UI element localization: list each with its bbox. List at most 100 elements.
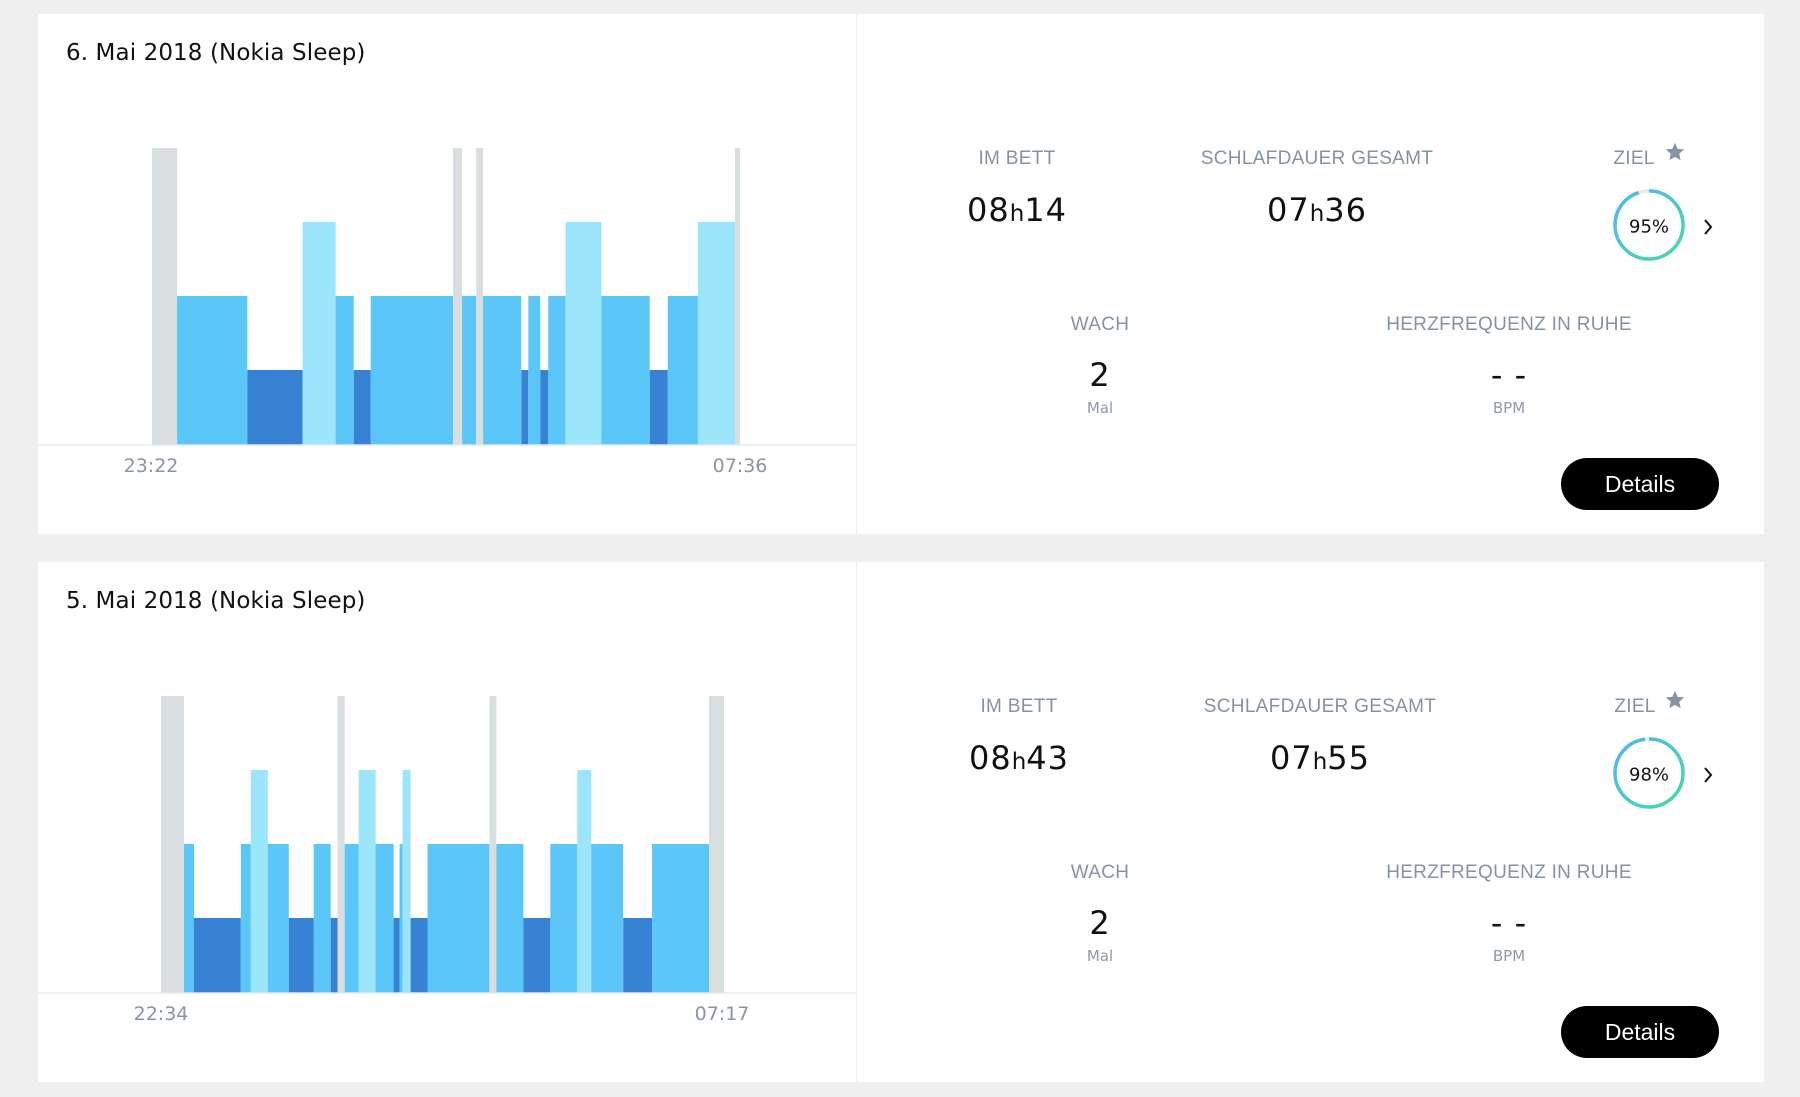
in-bed-hours: 08 [966, 191, 1010, 229]
start-time-label: 22:34 [134, 1003, 189, 1025]
sleep-stage-bar-deep [623, 918, 653, 993]
sleep-stage-bar-awake [489, 696, 497, 993]
sleep-card-title: 6. Mai 2018 (Nokia Sleep) [66, 40, 366, 66]
sleep-stage-bar-rem [697, 222, 735, 445]
goal-progress-ring[interactable] [1610, 734, 1688, 812]
sleep-hypnogram: 23:22 07:36 [38, 148, 856, 477]
in-bed-label: IM BETT [978, 148, 1056, 169]
start-time-label: 23:22 [124, 455, 179, 477]
in-bed-value: 08h43 [969, 739, 1069, 777]
total-sleep-minutes: 36 [1324, 191, 1368, 229]
resting-hr-label: HERZFREQUENZ IN RUHE [1386, 314, 1632, 335]
total-sleep-value: 07h55 [1270, 739, 1370, 777]
in-bed-value: 08h14 [967, 191, 1067, 229]
sleep-stage-bar-awake [337, 696, 345, 993]
sleep-stage-bar-deep [540, 370, 549, 445]
total-sleep-minutes: 55 [1327, 739, 1371, 777]
sleep-stage-bar-deep [523, 918, 551, 993]
goal-percent: 98% [1628, 764, 1670, 786]
total-sleep-value: 07h36 [1267, 191, 1367, 229]
end-time-label: 07:36 [713, 455, 768, 477]
sleep-stage-bar-light [399, 844, 403, 993]
sleep-stage-bar-awake [709, 696, 724, 993]
sleep-stage-bar-rem [358, 770, 376, 993]
in-bed-hours: 08 [968, 739, 1012, 777]
sleep-stage-bar-deep [353, 370, 371, 445]
sleep-stage-bar-deep [410, 918, 428, 993]
sleep-stage-bar-light [496, 844, 524, 993]
goal-percent: 95% [1628, 216, 1670, 238]
sleep-stage-bar-rem [565, 222, 602, 445]
sleep-stage-bar-light [267, 844, 289, 993]
sleep-stage-bar-light [667, 296, 698, 445]
sleep-card: 6. Mai 2018 (Nokia Sleep) 23:22 07:36 IM… [38, 14, 1764, 534]
sleep-stage-bar-light [652, 844, 709, 993]
awake-count: 2 [1089, 356, 1111, 394]
sleep-stage-bar-awake [735, 148, 740, 445]
awake-label: WACH [1070, 314, 1130, 335]
sleep-stage-bar-light [548, 296, 566, 445]
details-button[interactable]: Details [1561, 458, 1719, 510]
goal-progress-arc [1613, 737, 1685, 809]
sleep-stage-bar-rem [302, 222, 336, 445]
hour-separator: h [1009, 201, 1025, 227]
sleep-stage-bar-deep [247, 370, 303, 445]
sleep-stage-bar-deep [288, 918, 314, 993]
sleep-stage-bar-deep [330, 918, 338, 993]
sleep-stage-bar-light [177, 296, 248, 445]
in-bed-minutes: 14 [1024, 191, 1068, 229]
total-sleep-label: SCHLAFDAUER GESAMT [1200, 148, 1434, 169]
sleep-stage-bar-light [462, 296, 477, 445]
sleep-stage-bar-deep [193, 918, 241, 993]
details-button[interactable]: Details [1561, 1006, 1719, 1058]
in-bed-minutes: 43 [1026, 739, 1070, 777]
sleep-stage-bar-light [550, 844, 578, 993]
hour-separator: h [1309, 201, 1325, 227]
chevron-right-icon[interactable] [1700, 765, 1716, 785]
sleep-stage-bar-rem [402, 770, 411, 993]
hour-separator: h [1011, 749, 1027, 775]
resting-hr-label: HERZFREQUENZ IN RUHE [1386, 862, 1632, 883]
sleep-stage-bar-awake [152, 148, 178, 445]
sleep-stage-bar-light [427, 844, 490, 993]
awake-label: WACH [1070, 862, 1130, 883]
sleep-chart-panel: 5. Mai 2018 (Nokia Sleep) 22:34 07:17 [38, 562, 857, 1082]
sleep-stage-bar-light [370, 296, 453, 445]
resting-hr-unit: BPM [1492, 947, 1526, 965]
sleep-chart-panel: 6. Mai 2018 (Nokia Sleep) 23:22 07:36 [38, 14, 857, 534]
resting-hr-unit: BPM [1492, 399, 1526, 417]
sleep-card: 5. Mai 2018 (Nokia Sleep) 22:34 07:17 IM… [38, 562, 1764, 1082]
sleep-stage-bar-awake [161, 696, 184, 993]
chevron-right-icon[interactable] [1700, 217, 1716, 237]
sleep-stage-bar-light [184, 844, 194, 993]
sleep-stage-bar-deep [649, 370, 668, 445]
goal-label: ZIEL [1614, 696, 1656, 717]
sleep-stage-bar-light [483, 296, 522, 445]
sleep-stage-bar-awake [453, 148, 462, 445]
sleep-stage-bar-deep [521, 370, 529, 445]
end-time-label: 07:17 [695, 1003, 750, 1025]
sleep-hypnogram: 22:34 07:17 [38, 696, 856, 1025]
goal-progress-ring[interactable] [1610, 186, 1688, 264]
goal-progress-arc [1613, 189, 1685, 261]
sleep-stage-bar-light [240, 844, 251, 993]
sleep-card-title: 5. Mai 2018 (Nokia Sleep) [66, 588, 366, 614]
total-sleep-label: SCHLAFDAUER GESAMT [1203, 696, 1437, 717]
total-sleep-hours: 07 [1269, 739, 1313, 777]
star-icon [1665, 690, 1685, 709]
sleep-stage-bar-light [528, 296, 541, 445]
sleep-stage-bar-awake [476, 148, 484, 445]
awake-unit: Mal [1086, 947, 1114, 965]
goal-label: ZIEL [1613, 148, 1655, 169]
sleep-stage-bar-deep [393, 918, 400, 993]
resting-hr-value: - - [1490, 356, 1528, 394]
sleep-stage-bar-light [344, 844, 359, 993]
sleep-stats-panel: IM BETT 08h14 SCHLAFDAUER GESAMT 07h36 Z… [857, 14, 1764, 534]
sleep-stage-bar-light [313, 844, 331, 993]
awake-unit: Mal [1086, 399, 1114, 417]
star-icon [1665, 142, 1685, 161]
sleep-stage-bar-rem [577, 770, 592, 993]
sleep-stage-bar-rem [250, 770, 268, 993]
sleep-stage-bar-light [375, 844, 394, 993]
sleep-stats-panel: IM BETT 08h43 SCHLAFDAUER GESAMT 07h55 Z… [857, 562, 1764, 1082]
